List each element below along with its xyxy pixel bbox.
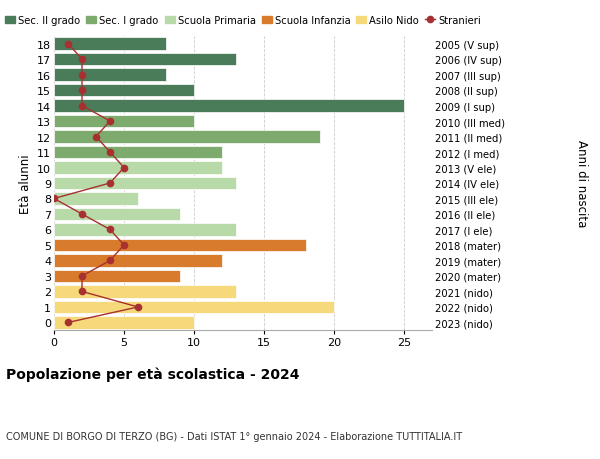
Y-axis label: Anni di nascita: Anni di nascita <box>575 140 587 227</box>
Bar <box>54 316 194 329</box>
Bar <box>54 301 334 313</box>
Bar <box>54 69 166 82</box>
Bar <box>54 177 236 190</box>
Text: Popolazione per età scolastica - 2024: Popolazione per età scolastica - 2024 <box>6 366 299 381</box>
Bar <box>54 146 222 159</box>
Bar <box>54 270 180 283</box>
Bar <box>54 193 138 205</box>
Y-axis label: Età alunni: Età alunni <box>19 154 32 213</box>
Bar <box>54 208 180 221</box>
Legend: Sec. II grado, Sec. I grado, Scuola Primaria, Scuola Infanzia, Asilo Nido, Stran: Sec. II grado, Sec. I grado, Scuola Prim… <box>5 16 481 26</box>
Bar <box>54 255 222 267</box>
Bar <box>54 84 194 97</box>
Bar <box>54 115 194 128</box>
Bar <box>54 239 306 252</box>
Bar <box>54 131 320 144</box>
Bar <box>54 224 236 236</box>
Bar <box>54 38 166 51</box>
Bar <box>54 54 236 66</box>
Bar <box>54 162 222 174</box>
Bar <box>54 100 404 112</box>
Bar <box>54 285 236 298</box>
Text: COMUNE DI BORGO DI TERZO (BG) - Dati ISTAT 1° gennaio 2024 - Elaborazione TUTTIT: COMUNE DI BORGO DI TERZO (BG) - Dati IST… <box>6 431 462 441</box>
